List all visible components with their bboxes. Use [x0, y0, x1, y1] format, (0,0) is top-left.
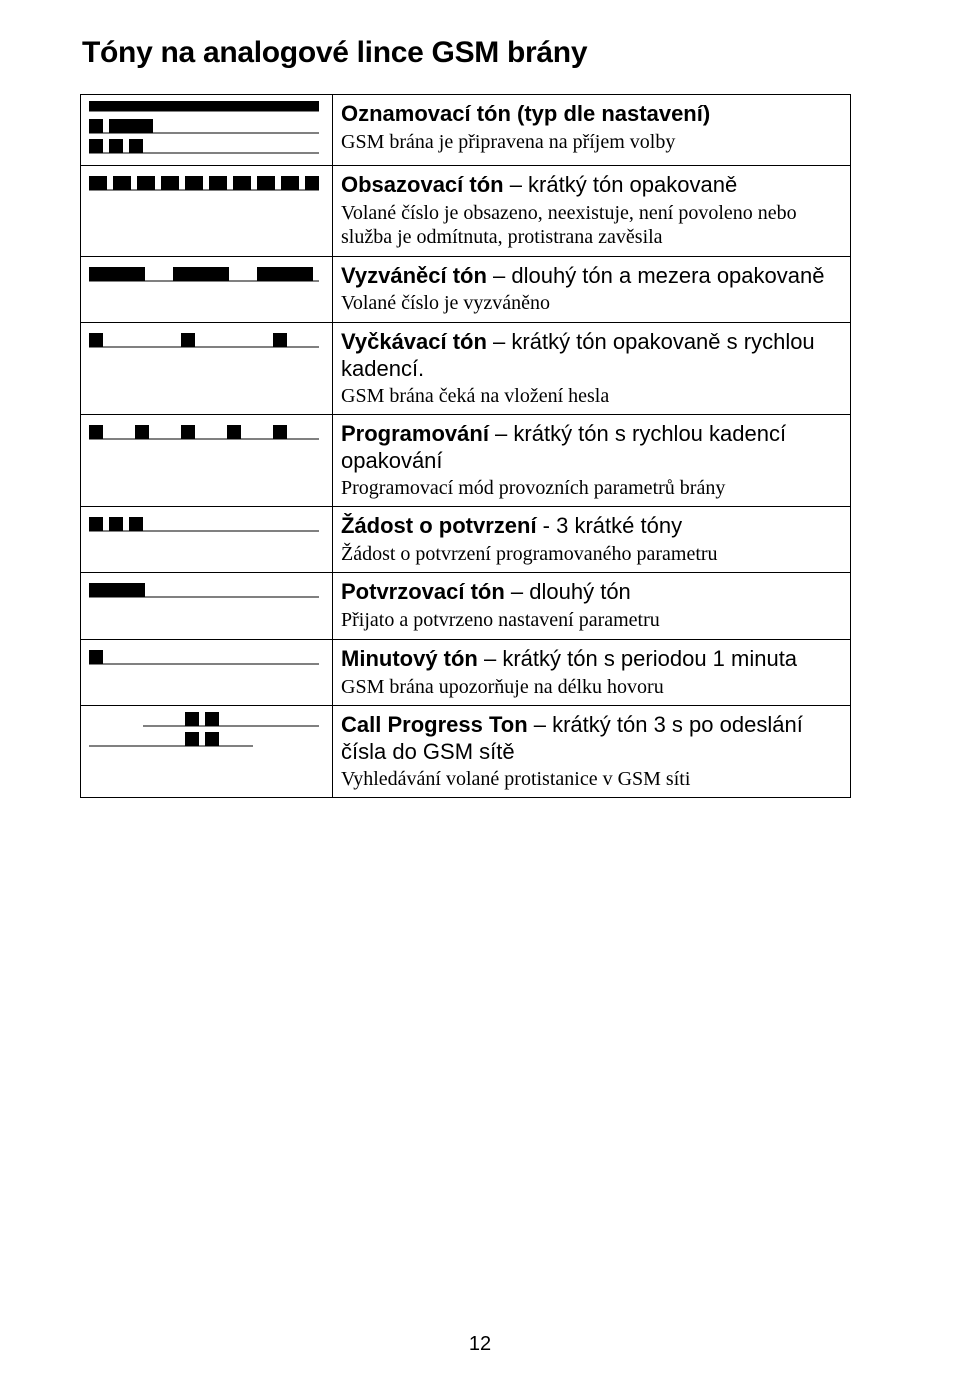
table-row: Vyčkávací tón – krátký tón opakovaně s r… — [81, 322, 851, 414]
tone-follow: – dlouhý tón a mezera opakovaně — [487, 263, 825, 288]
tone-follow: - 3 krátké tóny — [537, 513, 683, 538]
tone-pattern-icon — [81, 705, 333, 797]
table-row: Vyzváněcí tón – dlouhý tón a mezera opak… — [81, 256, 851, 322]
table-row: Potvrzovací tón – dlouhý tón Přijato a po… — [81, 573, 851, 639]
tone-name: Vyčkávací tón — [341, 329, 487, 354]
tone-subtitle: Vyhledávání volané protistanice v GSM sí… — [341, 767, 842, 791]
tone-subtitle: Žádost o potvrzení programovaného parame… — [341, 542, 842, 566]
tone-pattern-icon — [81, 573, 333, 639]
tone-subtitle: GSM brána upozorňuje na délku hovoru — [341, 675, 842, 699]
tone-pattern-icon — [81, 507, 333, 573]
table-row: Call Progress Ton – krátký tón 3 s po od… — [81, 705, 851, 797]
tone-description: Potvrzovací tón – dlouhý tón Přijato a po… — [333, 573, 851, 639]
tone-name: Oznamovací tón (typ dle nastavení) — [341, 101, 710, 126]
tone-description: Call Progress Ton – krátký tón 3 s po od… — [333, 705, 851, 797]
tone-description: Žádost o potvrzení - 3 krátké tóny Žádost… — [333, 507, 851, 573]
tone-pattern-icon — [81, 322, 333, 414]
table-row: Oznamovací tón (typ dle nastavení) GSM br… — [81, 95, 851, 166]
tone-description: Vyčkávací tón – krátký tón opakovaně s r… — [333, 322, 851, 414]
tone-name: Vyzváněcí tón — [341, 263, 487, 288]
tone-subtitle: Volané číslo je obsazeno, neexistuje, ne… — [341, 201, 842, 250]
table-row: Minutový tón – krátký tón s periodou 1 m… — [81, 639, 851, 705]
table-row: Žádost o potvrzení - 3 krátké tóny Žádost… — [81, 507, 851, 573]
page-number: 12 — [0, 1333, 960, 1356]
tone-follow: – dlouhý tón — [505, 579, 631, 604]
tone-description: Vyzváněcí tón – dlouhý tón a mezera opak… — [333, 256, 851, 322]
tone-name: Call Progress Ton — [341, 712, 528, 737]
tone-follow: – krátký tón s periodou 1 minuta — [478, 646, 797, 671]
tone-subtitle: Volané číslo je vyzváněno — [341, 291, 842, 315]
tone-pattern-icon — [81, 415, 333, 507]
tone-pattern-icon — [81, 166, 333, 257]
page-title: Tóny na analogové lince GSM brány — [82, 36, 880, 70]
tone-subtitle: Přijato a potvrzeno nastavení parametru — [341, 608, 842, 632]
tone-subtitle: GSM brána čeká na vložení hesla — [341, 384, 842, 408]
table-row: Programování – krátký tón s rychlou kade… — [81, 415, 851, 507]
tone-name: Obsazovací tón — [341, 172, 504, 197]
tone-pattern-icon — [81, 256, 333, 322]
table-row: Obsazovací tón – krátký tón opakovaně Vol… — [81, 166, 851, 257]
tone-subtitle: Programovací mód provozních parametrů br… — [341, 476, 842, 500]
tone-description: Minutový tón – krátký tón s periodou 1 m… — [333, 639, 851, 705]
tone-name: Minutový tón — [341, 646, 478, 671]
tone-pattern-icon — [81, 95, 333, 166]
tone-name: Žádost o potvrzení — [341, 513, 537, 538]
tone-subtitle: GSM brána je připravena na příjem volby — [341, 130, 842, 154]
tones-table: Oznamovací tón (typ dle nastavení) GSM br… — [80, 94, 851, 798]
tone-pattern-icon — [81, 639, 333, 705]
tone-description: Obsazovací tón – krátký tón opakovaně Vol… — [333, 166, 851, 257]
page: Tóny na analogové lince GSM brány Oznamo… — [0, 0, 960, 1384]
tone-follow: – krátký tón opakovaně — [504, 172, 738, 197]
tone-name: Programování — [341, 421, 489, 446]
tone-description: Oznamovací tón (typ dle nastavení) GSM br… — [333, 95, 851, 166]
tone-name: Potvrzovací tón — [341, 579, 505, 604]
tone-description: Programování – krátký tón s rychlou kade… — [333, 415, 851, 507]
